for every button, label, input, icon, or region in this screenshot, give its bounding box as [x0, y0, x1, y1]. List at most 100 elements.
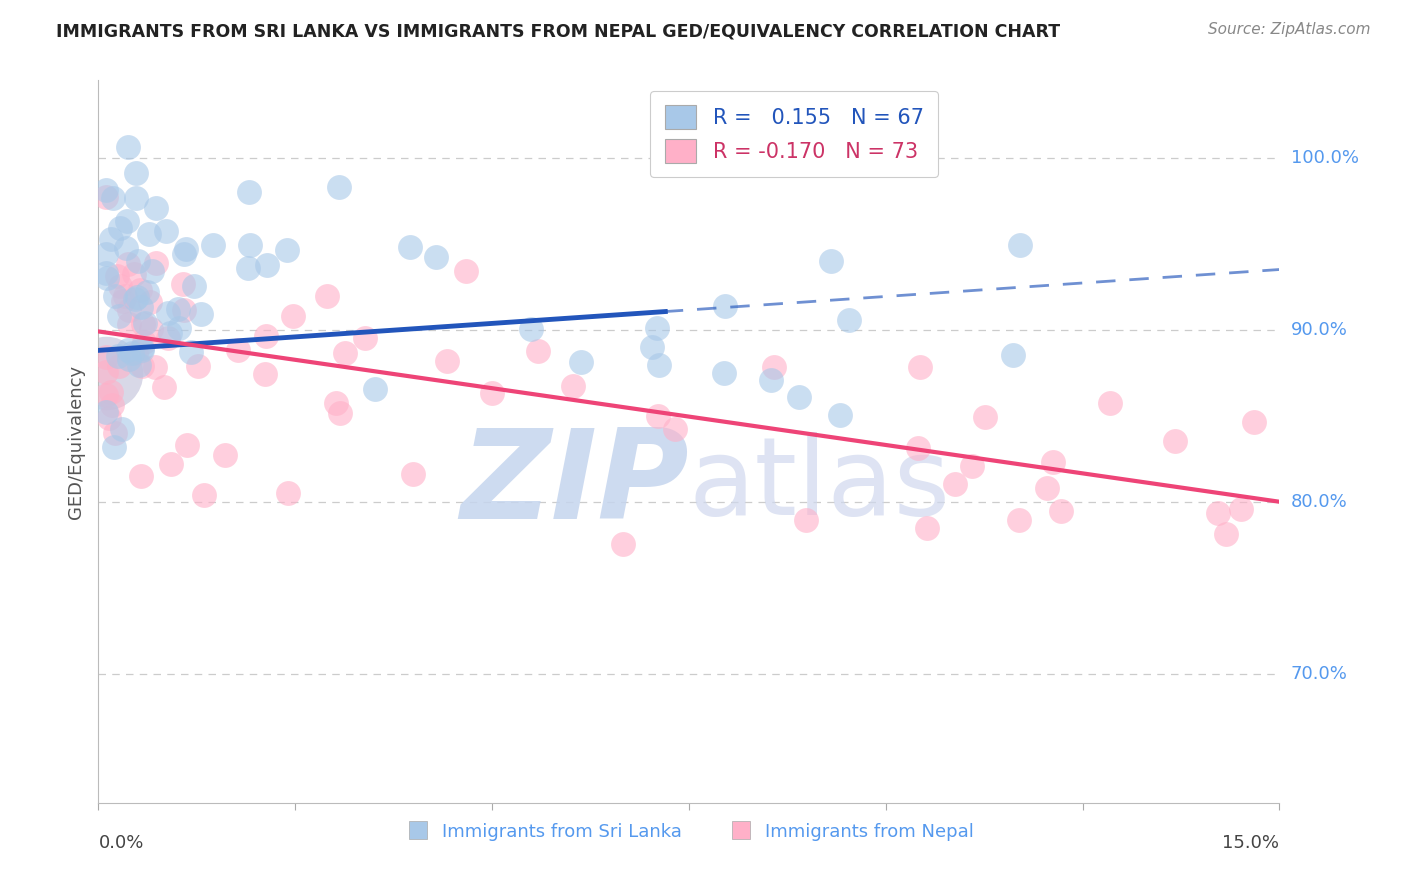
Text: 0.0%: 0.0% [98, 834, 143, 852]
Point [562, 379, 585, 393]
Text: ZIP: ZIP [460, 425, 689, 545]
Point [108, 220, 131, 235]
Point [907, 441, 929, 455]
Point [253, 367, 276, 381]
Point [1008, 238, 1031, 252]
Point [436, 353, 458, 368]
Point [943, 476, 966, 491]
Point [354, 331, 377, 345]
Point [104, 289, 127, 303]
Point [112, 294, 135, 309]
Point [141, 264, 163, 278]
Point [908, 360, 931, 375]
Point [101, 191, 124, 205]
Point [96, 266, 118, 280]
Point [183, 279, 205, 293]
Point [115, 213, 138, 227]
Point [960, 458, 983, 473]
Point [1164, 434, 1187, 448]
Point [1008, 513, 1031, 527]
Point [131, 341, 153, 355]
Point [131, 343, 153, 357]
Point [117, 140, 139, 154]
Point [193, 487, 215, 501]
Point [787, 390, 810, 404]
Point [103, 440, 125, 454]
Point [645, 321, 668, 335]
Point [96, 183, 118, 197]
Point [157, 306, 180, 320]
Point [335, 345, 357, 359]
Point [277, 486, 299, 500]
Point [364, 382, 387, 396]
Point [96, 388, 118, 402]
Point [714, 299, 737, 313]
Point [100, 384, 122, 399]
Point [128, 358, 150, 372]
Text: 100.0%: 100.0% [1291, 149, 1358, 167]
Point [101, 398, 124, 412]
Point [759, 373, 782, 387]
Point [612, 536, 634, 550]
Point [236, 260, 259, 275]
Point [796, 512, 818, 526]
Text: 15.0%: 15.0% [1222, 834, 1279, 852]
Point [124, 293, 146, 307]
Point [176, 438, 198, 452]
Point [110, 278, 132, 293]
Point [96, 190, 118, 204]
Point [828, 408, 851, 422]
Point [214, 449, 236, 463]
Point [664, 422, 686, 436]
Point [180, 345, 202, 359]
Point [328, 179, 350, 194]
Point [325, 395, 347, 409]
Point [173, 247, 195, 261]
Point [96, 366, 118, 380]
Point [117, 352, 139, 367]
Point [121, 345, 143, 359]
Point [1035, 481, 1057, 495]
Point [481, 385, 503, 400]
Point [155, 224, 177, 238]
Point [132, 335, 155, 350]
Point [276, 244, 298, 258]
Point [124, 267, 146, 281]
Point [838, 313, 860, 327]
Point [520, 321, 543, 335]
Point [143, 359, 166, 374]
Point [117, 343, 139, 357]
Point [202, 238, 225, 252]
Point [107, 350, 129, 364]
Point [238, 185, 260, 199]
Point [425, 250, 447, 264]
Point [118, 302, 141, 317]
Point [1243, 415, 1265, 429]
Point [187, 359, 209, 373]
Point [117, 257, 139, 271]
Point [398, 240, 420, 254]
Point [569, 355, 592, 369]
Point [128, 283, 150, 297]
Point [648, 358, 671, 372]
Point [145, 255, 167, 269]
Point [713, 366, 735, 380]
Y-axis label: GED/Equivalency: GED/Equivalency [66, 365, 84, 518]
Text: atlas: atlas [689, 432, 950, 538]
Point [138, 294, 160, 309]
Point [1215, 527, 1237, 541]
Point [647, 409, 669, 424]
Point [139, 322, 162, 336]
Point [173, 302, 195, 317]
Point [329, 406, 352, 420]
Point [763, 360, 786, 375]
Point [156, 331, 179, 345]
Point [315, 289, 337, 303]
Point [915, 520, 938, 534]
Point [129, 468, 152, 483]
Point [104, 426, 127, 441]
Point [640, 340, 662, 354]
Point [226, 343, 249, 357]
Point [1206, 506, 1229, 520]
Point [159, 326, 181, 341]
